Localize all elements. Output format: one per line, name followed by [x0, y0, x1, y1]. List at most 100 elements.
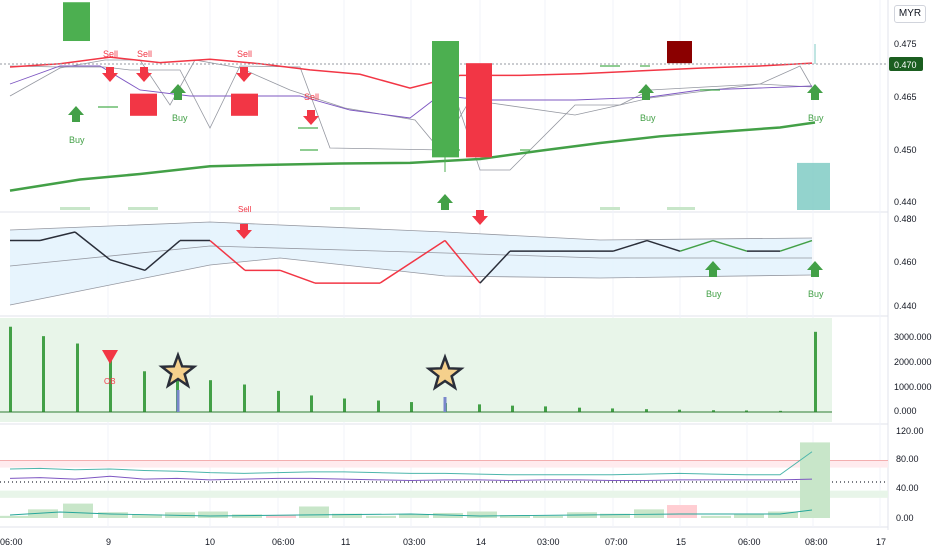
osc-line-segment [379, 239, 446, 284]
sell-label: Sell [238, 205, 252, 214]
rsi-histogram-bar [800, 442, 830, 518]
sell-arrow-icon [236, 67, 252, 82]
sell-label: Sell [304, 92, 319, 102]
mini-volume-bar [600, 207, 620, 210]
price-candle [466, 63, 492, 158]
rsi-histogram-bar [0, 515, 28, 518]
buy-arrow-icon [807, 261, 823, 277]
mini-volume-bar [330, 207, 360, 210]
time-axis-label: 14 [476, 537, 486, 547]
volume-bar [377, 400, 380, 412]
volume-bar [478, 404, 481, 412]
price-candle [667, 41, 692, 64]
sell-label: Sell [137, 49, 152, 59]
volume-bar [42, 336, 45, 412]
rsi-histogram-bar [28, 509, 58, 518]
buy-label: Buy [808, 289, 824, 299]
price-axis-label: 0.465 [894, 92, 917, 102]
time-axis-label: 17 [876, 537, 886, 547]
rsi-axis-label: 120.00 [896, 426, 924, 436]
rsi-histogram-bar [500, 515, 530, 518]
rsi-overbought-band [0, 460, 888, 468]
osc-line-segment [612, 239, 648, 252]
volume-bar [544, 406, 547, 412]
volume-bar [578, 407, 581, 412]
osc-line-segment [109, 258, 146, 272]
band-line-lower [9, 59, 813, 151]
volume-bar [277, 390, 280, 412]
volume-bar [511, 405, 514, 412]
rsi-histogram-bar [701, 515, 731, 518]
rsi-axis-label: 80.00 [896, 454, 919, 464]
sell-arrow-icon [303, 110, 319, 125]
buy-arrow-icon [807, 84, 823, 100]
osc-axis-label: 0.460 [894, 257, 917, 267]
currency-button[interactable]: MYR [894, 5, 926, 23]
volume-bar [209, 380, 212, 412]
rsi-histogram-bar [768, 511, 798, 518]
volume-axis-label: 3000.000 [894, 332, 932, 342]
rsi-histogram-bar [98, 512, 128, 518]
volume-bar [712, 410, 715, 412]
buy-label: Buy [706, 289, 722, 299]
rsi-axis-label: 40.00 [896, 483, 919, 493]
volume-bar [814, 331, 817, 412]
osc-line-segment [712, 239, 748, 252]
star-icon [158, 351, 198, 389]
volume-bar [678, 409, 681, 412]
osc-line-segment [279, 269, 316, 284]
osc-line-segment [74, 231, 111, 261]
volume-bar [410, 402, 413, 412]
osc-line-segment [444, 240, 481, 284]
osc-line-segment [144, 239, 181, 271]
rsi-histogram-bar [232, 514, 262, 518]
time-axis-label: 11 [341, 537, 350, 547]
time-axis-label: 03:00 [403, 537, 426, 547]
price-candle [432, 41, 459, 158]
price-candle [231, 93, 258, 116]
rsi-histogram-bar [63, 503, 93, 518]
time-axis-label: 03:00 [537, 537, 560, 547]
rsi-oversold-band [0, 490, 888, 498]
mini-volume-bar [667, 207, 695, 210]
osc-band-upper [9, 221, 813, 241]
rsi-histogram-bar [198, 511, 228, 518]
osc-band-mid [9, 245, 812, 267]
ob-label: OB [104, 377, 116, 386]
time-axis-label: 9 [106, 537, 111, 547]
ma-purple-line [9, 65, 813, 119]
volume-bar [310, 395, 313, 412]
time-axis-label: 08:00 [805, 537, 828, 547]
buy-arrow-icon [68, 106, 84, 122]
sell-arrow-icon [236, 224, 252, 239]
rsi-histogram-bar [366, 515, 396, 518]
sell-label: Sell [103, 49, 118, 59]
rsi-histogram-bar [467, 511, 497, 518]
buy-label: Buy [69, 135, 85, 145]
rsi-signal-line [9, 509, 813, 517]
time-axis-label: 07:00 [605, 537, 628, 547]
buy-arrow-icon [437, 194, 453, 210]
volume-pane-bg [0, 318, 832, 422]
time-axis-label: 06:00 [0, 537, 23, 547]
volume-bar [611, 408, 614, 412]
rsi-purple-line [9, 475, 813, 482]
buy-label: Buy [172, 113, 188, 123]
volume-axis-label: 0.000 [894, 406, 917, 416]
price-tag: 0.470 [894, 60, 917, 70]
rsi-histogram-bar [734, 513, 764, 518]
volume-bar [143, 371, 146, 412]
buy-label: Buy [808, 113, 824, 123]
price-axis-label: 0.475 [894, 39, 917, 49]
osc-line-segment [39, 231, 76, 242]
osc-axis-label: 0.480 [894, 214, 917, 224]
volume-bar [343, 398, 346, 412]
rsi-axis-label: 0.00 [896, 513, 914, 523]
volume-bar [243, 384, 246, 412]
osc-line-segment [679, 239, 714, 252]
rsi-histogram-bar [132, 514, 162, 518]
rsi-histogram-bar [266, 515, 296, 518]
buy-arrow-icon [638, 84, 654, 100]
